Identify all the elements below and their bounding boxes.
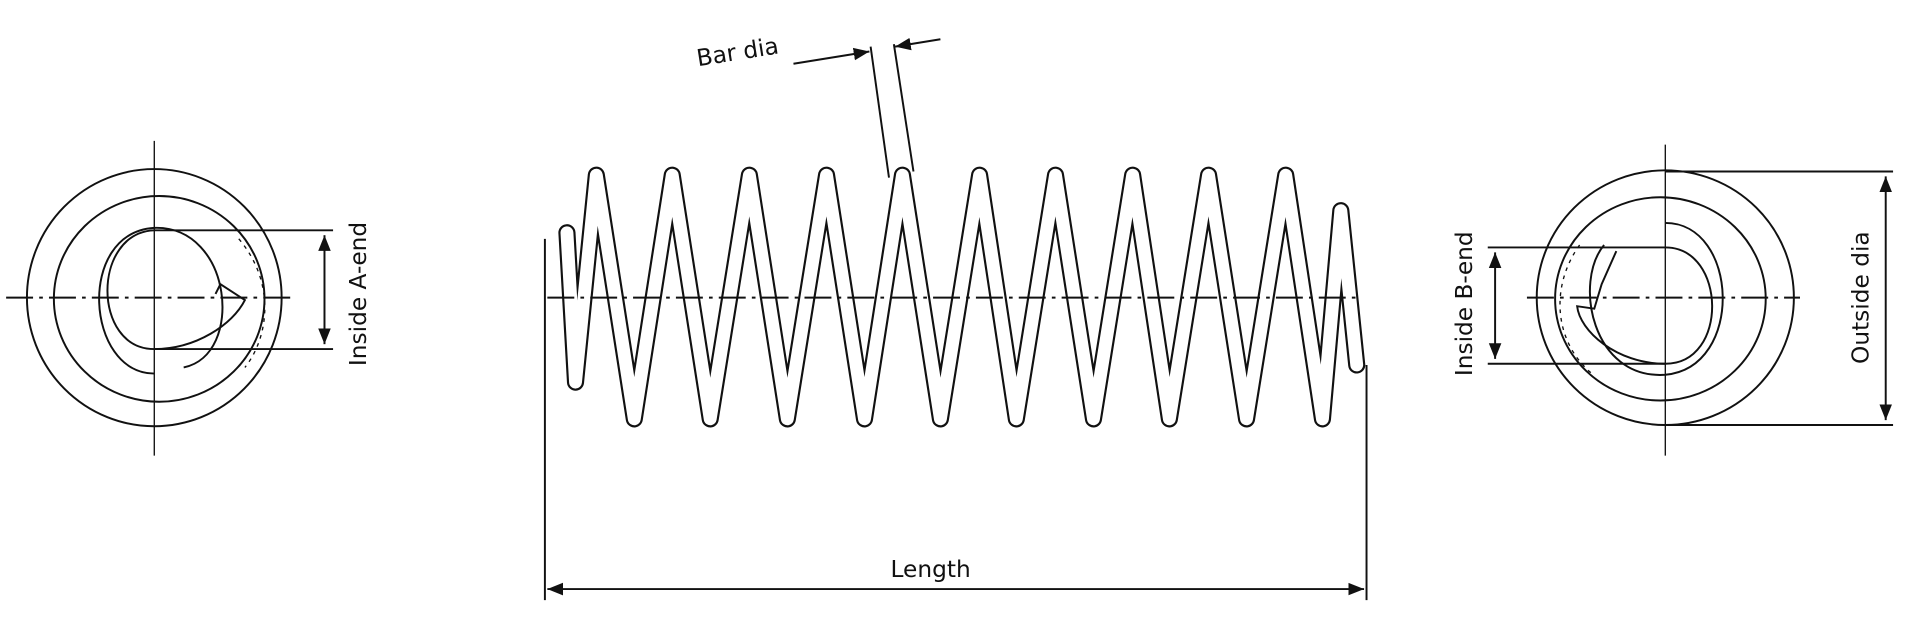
- b-end-middle-coil: [1554, 196, 1767, 402]
- bar-dia-arrow-left: [793, 47, 870, 65]
- outside-dia-label: Outside dia: [1848, 231, 1875, 364]
- bar-dia-extension-left: [869, 46, 890, 178]
- bar-dia-dimension: Bar dia: [695, 33, 941, 178]
- length-label: Length: [891, 556, 971, 583]
- bar-dia-label: Bar dia: [695, 33, 781, 73]
- spring-side-view: [547, 166, 1366, 428]
- a-end-view: Inside A-end: [6, 140, 372, 456]
- a-end-middle-coil: [52, 195, 266, 403]
- a-end-hidden-line: [238, 238, 266, 368]
- b-end-view: Inside B-end Outside dia: [1451, 144, 1894, 456]
- a-end-inner-coil: [98, 226, 224, 375]
- inside-b-end-label: Inside B-end: [1451, 231, 1478, 376]
- length-dimension: Length: [543, 238, 1368, 601]
- a-end-spiral-tip: [106, 229, 247, 351]
- bar-dia-arrow-right: [894, 37, 941, 51]
- b-end-inner-coil: [1589, 221, 1724, 376]
- a-end-outer-coil: [25, 168, 283, 428]
- bar-dia-extension-right: [892, 44, 915, 172]
- b-end-hidden-line: [1559, 244, 1593, 375]
- inside-a-end-label: Inside A-end: [345, 222, 372, 366]
- b-end-spiral-tip: [1576, 246, 1714, 365]
